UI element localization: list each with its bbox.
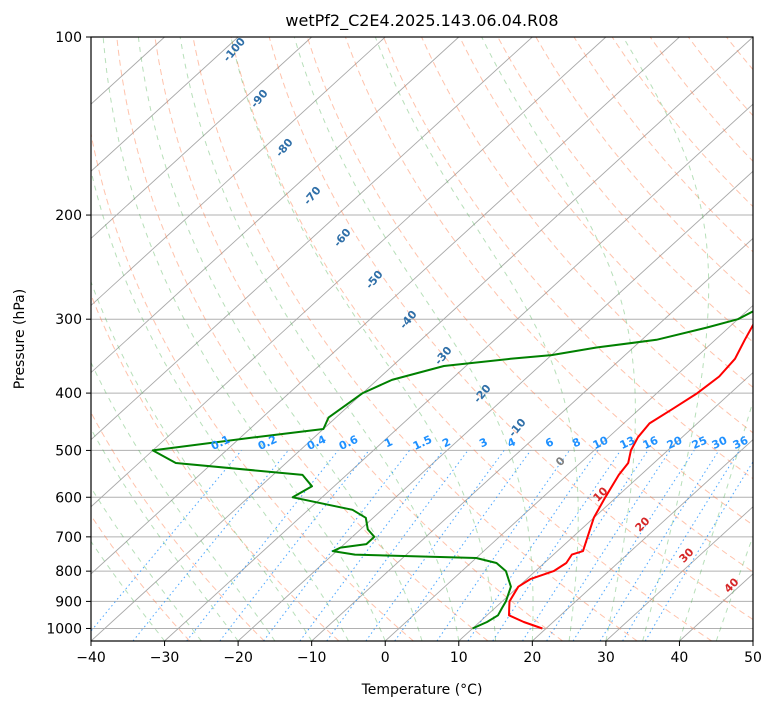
y-tick-label: 600	[55, 490, 82, 506]
y-axis-label: Pressure (hPa)	[12, 289, 28, 389]
x-axis-label: Temperature (°C)	[361, 682, 483, 698]
x-tick-label: −10	[297, 650, 327, 666]
chart-title: wetPf2_C2E4.2025.143.06.04.R08	[285, 11, 558, 31]
y-tick-label: 800	[55, 564, 82, 580]
x-tick-label: 50	[744, 650, 762, 666]
isotherm-line	[753, 37, 775, 641]
x-tick-label: 30	[597, 650, 615, 666]
y-tick-label: 500	[55, 443, 82, 459]
x-tick-label: 20	[523, 650, 541, 666]
y-tick-label: 400	[55, 386, 82, 402]
y-tick-label: 200	[55, 208, 82, 224]
y-tick-label: 700	[55, 530, 82, 546]
y-tick-label: 900	[55, 594, 82, 610]
y-tick-label: 300	[55, 312, 82, 328]
y-tick-label: 100	[55, 30, 82, 46]
y-tick-label: 1000	[46, 621, 82, 637]
x-tick-label: 40	[671, 650, 689, 666]
x-tick-label: −30	[150, 650, 180, 666]
x-tick-label: 10	[450, 650, 468, 666]
x-tick-label: −40	[76, 650, 106, 666]
x-tick-label: 0	[381, 650, 390, 666]
x-tick-label: −20	[223, 650, 253, 666]
dry-adiabat-line	[765, 37, 775, 641]
